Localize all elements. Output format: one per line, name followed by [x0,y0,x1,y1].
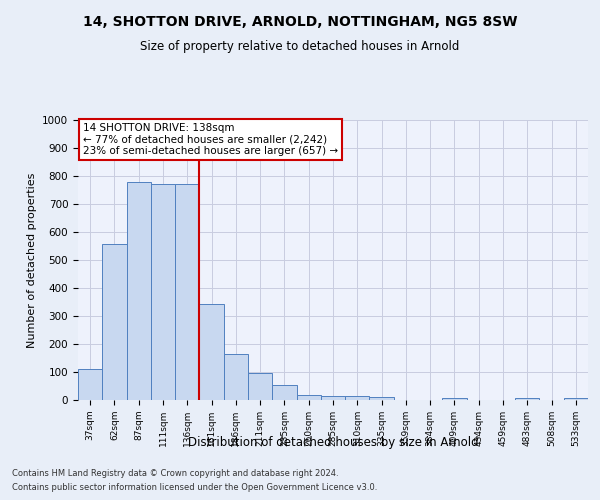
Bar [175,184,199,400]
Bar [151,184,175,400]
Bar [224,354,248,400]
Bar [345,396,370,400]
Bar [370,397,394,400]
Text: Distribution of detached houses by size in Arnold: Distribution of detached houses by size … [188,436,478,449]
Bar [272,385,296,400]
Text: 14 SHOTTON DRIVE: 138sqm
← 77% of detached houses are smaller (2,242)
23% of sem: 14 SHOTTON DRIVE: 138sqm ← 77% of detach… [83,123,338,156]
Text: Size of property relative to detached houses in Arnold: Size of property relative to detached ho… [140,40,460,53]
Bar [78,368,102,400]
Y-axis label: Number of detached properties: Number of detached properties [26,172,37,348]
Bar [199,304,224,400]
Text: Contains HM Land Registry data © Crown copyright and database right 2024.: Contains HM Land Registry data © Crown c… [12,468,338,477]
Bar [248,373,272,400]
Text: Contains public sector information licensed under the Open Government Licence v3: Contains public sector information licen… [12,484,377,492]
Bar [321,396,345,400]
Bar [296,395,321,400]
Bar [127,182,151,400]
Bar [442,398,467,400]
Bar [515,398,539,400]
Bar [102,244,127,400]
Bar [564,398,588,400]
Text: 14, SHOTTON DRIVE, ARNOLD, NOTTINGHAM, NG5 8SW: 14, SHOTTON DRIVE, ARNOLD, NOTTINGHAM, N… [83,15,517,29]
